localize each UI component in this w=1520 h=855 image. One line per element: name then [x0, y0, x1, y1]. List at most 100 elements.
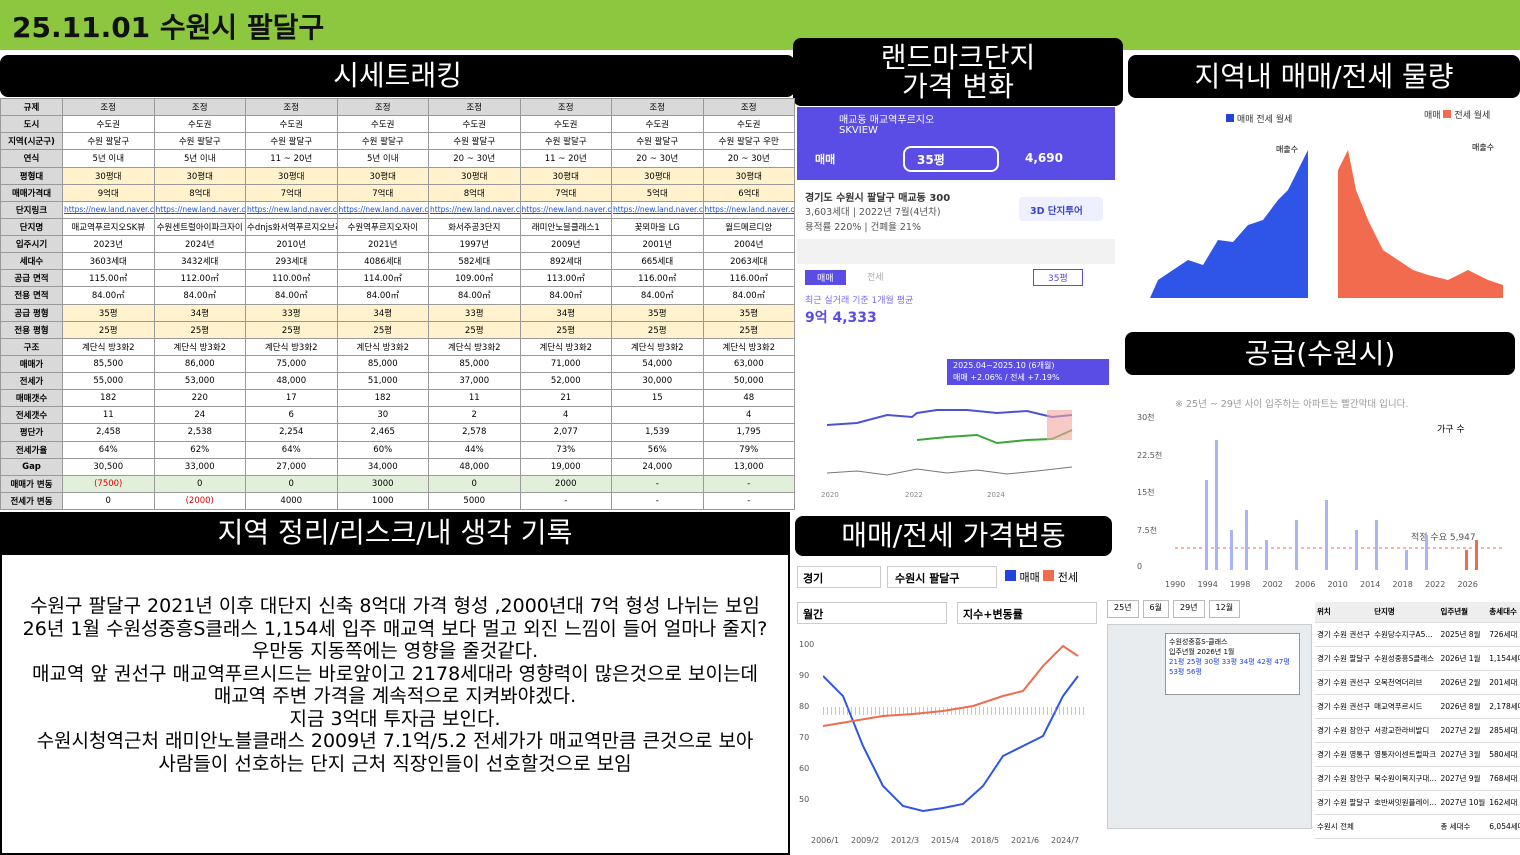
supply-legend: 가구 수 — [1437, 425, 1465, 435]
tab[interactable]: 매매 — [805, 270, 846, 285]
table-cell: 1,154세대 — [1487, 646, 1520, 671]
table-cell: 73% — [519, 440, 612, 459]
table-cell: 580세대 — [1487, 742, 1520, 767]
select[interactable] — [797, 602, 947, 624]
table-cell: 2023년 — [62, 234, 155, 254]
table-cell: 조정 — [245, 97, 338, 117]
row-label: 단지명 — [0, 217, 63, 237]
table-row: 경기 수원 장안구 북수원이목지구대... 2027년 9월 768세대 — [1315, 766, 1520, 791]
table-cell: 수원 팔달구 — [428, 132, 521, 151]
table-cell: 오목천역더리브 — [1372, 670, 1439, 695]
trade-select[interactable]: 매매 — [815, 153, 836, 166]
table-cell: 조정 — [702, 97, 795, 117]
header-text: 매매/전세 가격변동 — [841, 519, 1066, 553]
row-label: 매매가 변동 — [0, 474, 63, 493]
table-cell: 계단식 방3화2 — [428, 337, 521, 356]
filter[interactable]: 29년 — [1173, 600, 1205, 618]
size-select[interactable] — [903, 146, 999, 172]
select[interactable] — [957, 602, 1097, 624]
landmark-panel: 매교동 매교역푸르지오 SKVIEW 매매 35평 4,690 경기도 수원시 … — [797, 107, 1115, 507]
row-label: 전세가율 — [0, 440, 63, 459]
table-cell: 수원시 전체 — [1315, 814, 1439, 839]
y-tick-label: 70 — [799, 733, 810, 742]
table-cell: 조정 — [62, 97, 155, 117]
table-cell: 영통자이센트럴파크 — [1372, 742, 1439, 767]
y-tick-label: 7.5천 — [1137, 525, 1158, 535]
sales-area — [1150, 150, 1308, 298]
row-label: Gap — [0, 457, 63, 476]
table-cell: 34평 — [519, 303, 612, 322]
table-cell: 수원당수지구A5... — [1372, 622, 1439, 647]
row-label: 매매가 — [0, 354, 63, 374]
table-cell: https://new.land.naver.com/complexes/2ms… — [336, 200, 429, 219]
row-label: 전세가 변동 — [0, 491, 63, 511]
future-bars — [1465, 540, 1478, 570]
table-header: 위치 — [1315, 602, 1373, 623]
filter[interactable]: 12월 — [1208, 600, 1241, 618]
table-cell: 경기 수원 장안구 — [1315, 766, 1373, 791]
table-cell: 56% — [611, 440, 704, 459]
tooltip — [947, 359, 1109, 385]
row-label: 세대수 — [0, 252, 63, 271]
table-cell: 48,000 — [428, 457, 521, 476]
table-row: 공급 평형 35평 34평 33평 34평 33평 34평 35평 35평 — [0, 303, 795, 322]
table-cell: 2,254 — [245, 423, 338, 442]
table-cell: 꽃뫼마을 LG — [611, 217, 704, 237]
x-tick-label: 2014 — [1360, 580, 1381, 589]
table-cell: 113.00㎡ — [519, 269, 612, 288]
header-text: 지역 정리/리스크/내 생각 기록 — [217, 515, 573, 549]
table-cell: 27,000 — [245, 457, 338, 476]
table-cell: 30평대 — [611, 166, 704, 185]
table-row: 공급 면적 115.00㎡ 112.00㎡ 110.00㎡ 114.00㎡ 109.00㎡… — [0, 269, 795, 288]
table-cell: 64% — [62, 440, 155, 459]
table-cell: 수도권 — [428, 115, 521, 134]
supply-table-wrap: 위치 단지명 입주년월 총세대수 경기 수원 권선구 수원당수지구A5... 2025년 8… — [1315, 602, 1520, 839]
row-label: 도시 — [0, 115, 63, 134]
table-cell: 2063세대 — [702, 252, 795, 271]
tab[interactable]: 전세 — [867, 273, 884, 283]
app-bar — [797, 107, 1115, 180]
table-row: 전세가 55,000 53,000 48,000 51,000 37,000 52,000 3… — [0, 371, 795, 391]
table-row: 매매가 85,500 86,000 75,000 85,000 85,000 71,000 5… — [0, 354, 795, 374]
tooltip-change: 매매 +2.06% / 전세 +7.19% — [953, 373, 1060, 382]
note-line: 우만동 지동쪽에는 영향을 줄것같다. — [251, 640, 539, 662]
table-cell: 84.00㎡ — [611, 286, 704, 305]
table-cell: - — [611, 491, 704, 511]
table-cell: 3000 — [336, 474, 429, 493]
table-cell: - — [611, 474, 704, 493]
table-cell: 30평대 — [428, 166, 521, 185]
table-cell: 총 세대수 — [1438, 814, 1488, 839]
title-bar: 25.11.01 수원시 팔달구 — [0, 0, 1520, 50]
table-cell: 20 ~ 30년 — [702, 149, 795, 168]
table-cell: 33,000 — [153, 457, 246, 476]
table-cell: 25평 — [702, 320, 795, 339]
table-cell: 51,000 — [336, 371, 429, 391]
x-tick-label: 1994 — [1197, 580, 1218, 589]
table-cell: 수도권 — [62, 115, 155, 134]
filter[interactable]: 6월 — [1142, 600, 1169, 618]
row-label: 지역(시군구) — [0, 132, 63, 151]
table-row: 경기 수원 팔달구 호반써밋원플레이... 2027년 10월 162세대 — [1315, 790, 1520, 815]
table-cell: 북수원이목지구대... — [1372, 766, 1439, 791]
note-line: 지금 3억대 투자금 보인다. — [289, 707, 501, 730]
table-cell: - — [702, 491, 795, 511]
table-cell: 162세대 — [1487, 790, 1520, 815]
table-cell: 수원 팔달구 우만 — [702, 132, 795, 151]
select[interactable] — [887, 566, 997, 588]
table-cell: 수원 팔달구 — [245, 132, 338, 151]
table-cell: 4 — [519, 406, 612, 425]
table-cell: 0 — [153, 474, 246, 493]
tour-button[interactable] — [1019, 197, 1103, 221]
table-cell: 8억대 — [428, 183, 521, 202]
select[interactable] — [797, 566, 881, 588]
size-chip[interactable]: 35평 — [1033, 269, 1083, 286]
filter[interactable]: 25년 — [1107, 600, 1139, 618]
table-cell: 7억대 — [519, 183, 612, 202]
table-cell: 17 — [245, 389, 338, 408]
table-cell: 25평 — [611, 320, 704, 339]
header-text: 가격 변화 — [902, 70, 1014, 103]
table-cell: 2,538 — [153, 423, 246, 442]
table-cell: 11 — [428, 389, 521, 408]
sales-line — [823, 675, 1079, 813]
legend-text: 매매 — [1424, 111, 1441, 121]
